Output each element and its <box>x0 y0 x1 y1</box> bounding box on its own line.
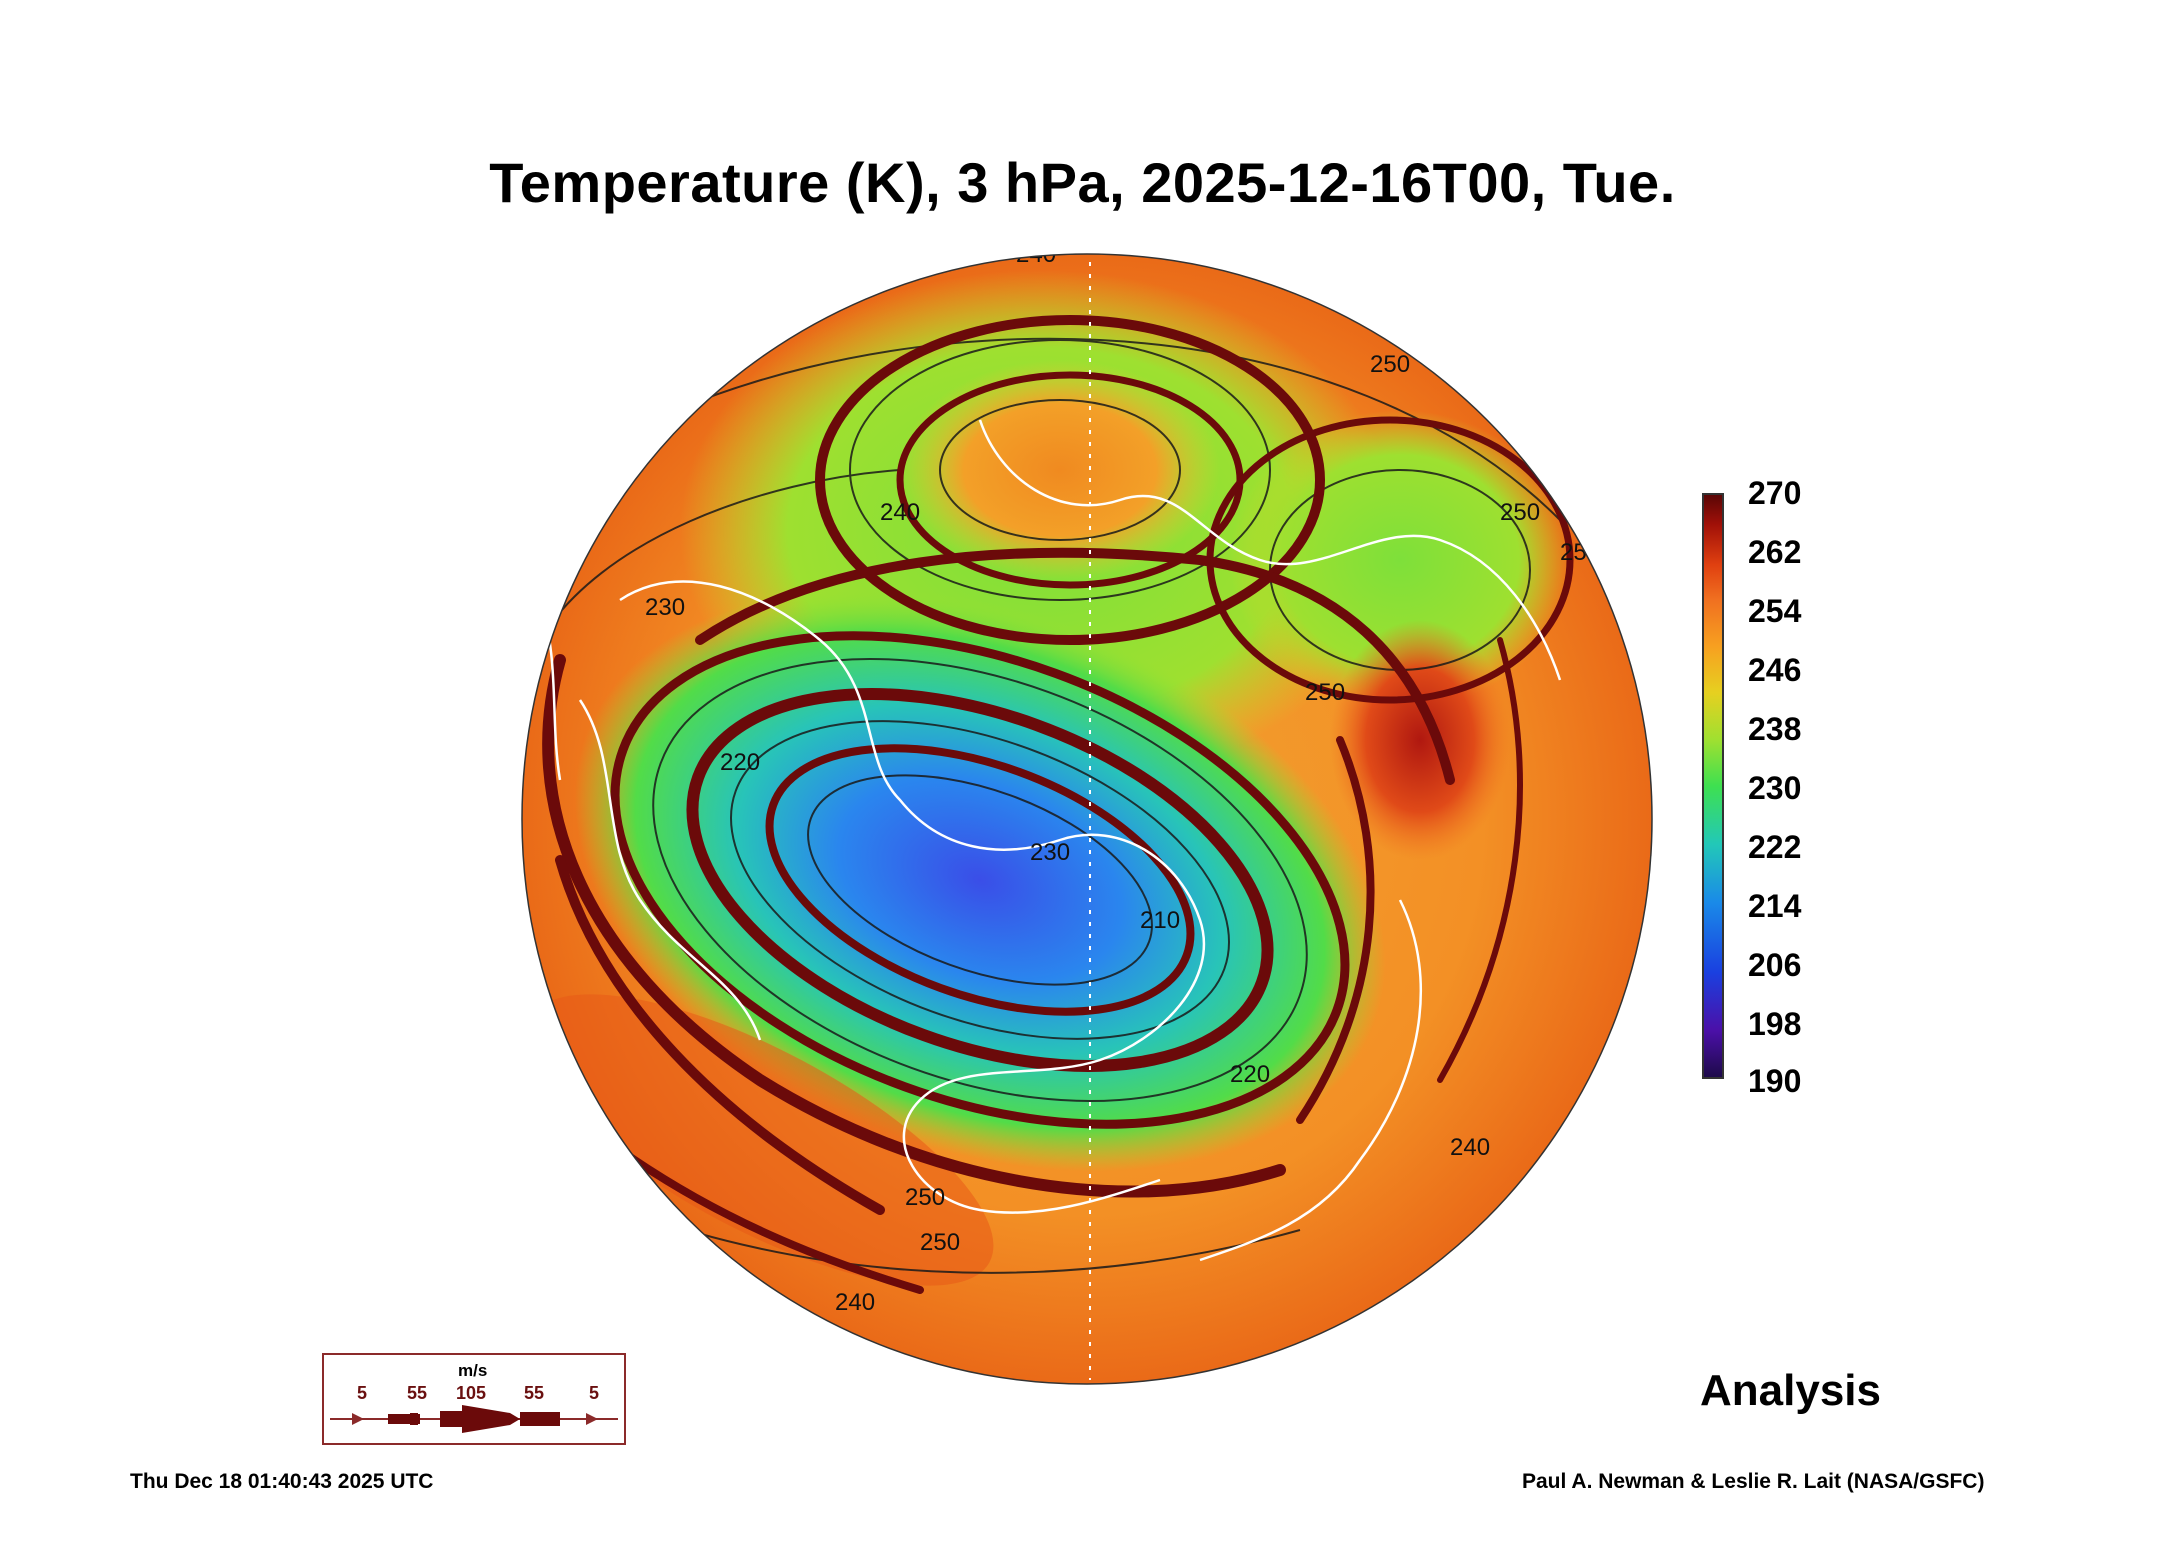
colorbar-tick: 190 <box>1748 1063 1802 1099</box>
colorbar <box>1702 493 1724 1079</box>
contour-label: 240 <box>880 499 920 526</box>
warm-spot-east <box>1330 620 1510 860</box>
colorbar-tick: 214 <box>1748 888 1802 924</box>
contour-label: 250 <box>1500 499 1540 526</box>
temperature-contours <box>539 337 1561 1274</box>
contour-labels: 250 240 230 240 250 240 250 250 220 210 … <box>645 215 1600 1316</box>
contour-label: 210 <box>1140 907 1180 934</box>
wind-legend: m/s 5 55 105 55 5 <box>322 1353 626 1445</box>
colorbar-tick: 238 <box>1748 711 1802 747</box>
colorbar-tick: 222 <box>1748 829 1802 865</box>
wind-legend-arrow <box>330 1405 618 1433</box>
contour-label: 230 <box>645 594 685 621</box>
analysis-label: Analysis <box>1700 1366 1881 1415</box>
wind-legend-label: 5 <box>589 1383 600 1403</box>
wind-legend-label: 5 <box>357 1383 368 1403</box>
contour-label: 250 <box>1305 679 1345 706</box>
wind-legend-label: 55 <box>524 1383 545 1403</box>
contour-label: 220 <box>720 749 760 776</box>
colorbar-tick: 262 <box>1748 534 1802 570</box>
contour-label: 220 <box>1230 1061 1270 1088</box>
contour-label: 250 <box>920 1229 960 1256</box>
wind-streamlines <box>542 315 1574 1294</box>
contour-label: 240 <box>750 299 790 326</box>
colorbar-tick: 198 <box>1748 1006 1802 1042</box>
globe-outline <box>521 253 1653 1385</box>
wind-legend-label: 55 <box>407 1383 428 1403</box>
contour-label: 240 <box>1450 1134 1490 1161</box>
wind-legend-label: 105 <box>456 1383 487 1403</box>
contour-label: 250 <box>905 1184 945 1211</box>
colorbar-tick: 270 <box>1748 475 1802 511</box>
colorbar-tick: 230 <box>1748 770 1802 806</box>
contour-label: 250 <box>1140 215 1180 242</box>
contour-label: 250 <box>1370 351 1410 378</box>
contour-label: 230 <box>1030 839 1070 866</box>
wind-legend-units: m/s <box>458 1361 488 1380</box>
contour-label: 240 <box>835 1289 875 1316</box>
plot-title: Temperature (K), 3 hPa, 2025-12-16T00, T… <box>489 151 1676 214</box>
coastlines <box>538 254 1562 1380</box>
footer-credit: Paul A. Newman & Leslie R. Lait (NASA/GS… <box>1522 1470 1985 1493</box>
warm-anticyclone <box>900 360 1220 580</box>
footer-timestamp: Thu Dec 18 01:40:43 2025 UTC <box>130 1470 434 1493</box>
temperature-field: 250 240 230 240 250 240 250 250 220 210 … <box>522 215 1652 1384</box>
colorbar-tick: 246 <box>1748 652 1802 688</box>
colorbar-tick: 254 <box>1748 593 1802 629</box>
colorbar-tick: 206 <box>1748 947 1802 983</box>
